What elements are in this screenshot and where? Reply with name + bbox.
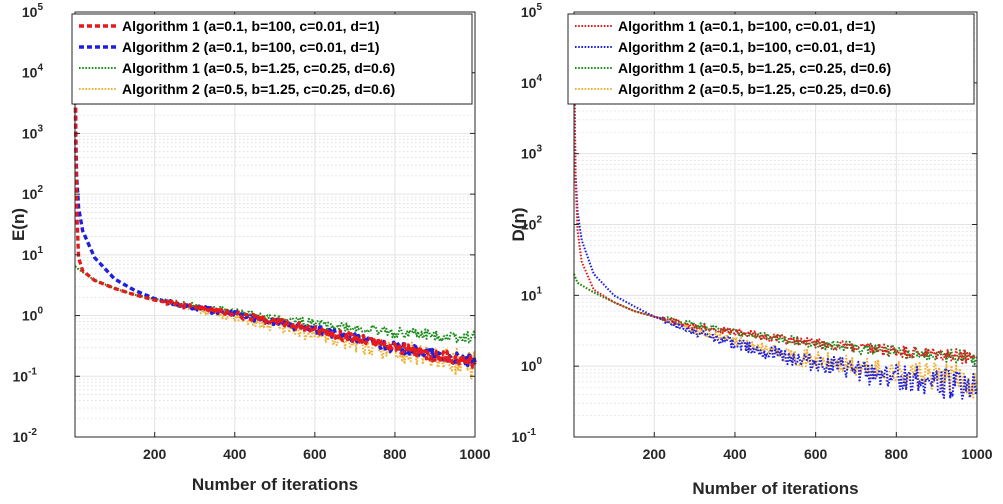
y-tick-label: 102 (22, 184, 44, 202)
series-line-1 (73, 43, 477, 369)
legend-label-3: Algorithm 1 (a=0.5, b=1.25, c=0.25, d=0.… (618, 60, 891, 76)
chart-panel-2: 200 400 600 800 1000 10-1 100 101 102 103 104 105 Nu… (509, 2, 993, 498)
x-tick-label: 400 (223, 446, 247, 462)
y-axis-label: D(n) (509, 208, 528, 242)
axes-frame (74, 11, 476, 438)
x-tick-label: 600 (804, 446, 828, 462)
y-tick-label: 101 (521, 285, 543, 303)
series-line-3 (74, 265, 476, 344)
y-tick-label: 104 (22, 63, 44, 81)
x-tick-label: 800 (383, 446, 407, 462)
legend-label-2: Algorithm 2 (a=0.1, b=100, c=0.01, d=1) (618, 39, 876, 55)
x-tick-label: 400 (723, 446, 747, 462)
y-tick-label: 101 (22, 245, 44, 263)
legend-label-4: Algorithm 2 (a=0.5, b=1.25, c=0.25, d=0.… (122, 81, 395, 97)
y-tick-label: 10-1 (512, 427, 537, 445)
legend-label-1: Algorithm 1 (a=0.1, b=100, c=0.01, d=1) (122, 18, 380, 34)
x-tick-label: 1000 (459, 446, 490, 462)
x-tick-label: 200 (643, 446, 667, 462)
y-axis-label: E(n) (9, 208, 28, 241)
y-tick-label: 100 (22, 306, 44, 324)
x-tick-label: 800 (885, 446, 909, 462)
y-tick-label: 104 (521, 73, 543, 91)
legend-label-3: Algorithm 1 (a=0.5, b=1.25, c=0.25, d=0.… (122, 60, 395, 76)
y-tick-label: 103 (521, 144, 543, 162)
y-tick-label: 100 (521, 356, 543, 374)
legend-label-2: Algorithm 2 (a=0.1, b=100, c=0.01, d=1) (122, 39, 380, 55)
series-line-2 (573, 27, 978, 400)
x-tick-label: 600 (303, 446, 327, 462)
series-line-1 (573, 27, 978, 365)
x-axis-label: Number of iterations (192, 475, 358, 494)
legend-label-1: Algorithm 1 (a=0.1, b=100, c=0.01, d=1) (618, 18, 876, 34)
y-tick-label: 10-2 (13, 427, 38, 445)
x-tick-label: 200 (143, 446, 167, 462)
legend: Algorithm 1 (a=0.1, b=100, c=0.01, d=1) A… (71, 13, 473, 105)
x-axis-label: Number of iterations (692, 479, 858, 498)
legend: Algorithm 1 (a=0.1, b=100, c=0.01, d=1) A… (567, 13, 975, 105)
legend-box (71, 13, 473, 105)
x-tick-label: 1000 (961, 446, 992, 462)
y-tick-label: 10-1 (13, 366, 38, 384)
y-tick-label: 105 (521, 2, 543, 20)
chart-panel-1: 200 400 600 800 1000 10-2 10-1 100 101 102 103 104 1… (9, 2, 491, 494)
y-tick-label: 102 (521, 215, 543, 233)
series-group (73, 43, 477, 380)
series-group (573, 27, 978, 400)
legend-label-4: Algorithm 2 (a=0.5, b=1.25, c=0.25, d=0.… (618, 81, 891, 97)
y-tick-label: 105 (22, 2, 44, 20)
y-tick-label: 103 (22, 123, 44, 141)
legend-box (567, 13, 975, 105)
